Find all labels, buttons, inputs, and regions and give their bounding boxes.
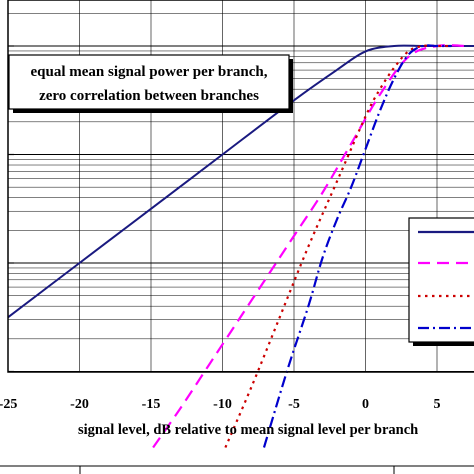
annotation-line-2: zero correlation between branches (39, 88, 259, 104)
x-tick-label: -20 (70, 397, 89, 412)
x-tick-label: 5 (434, 397, 441, 412)
series-layer (7, 44, 474, 449)
series-line-4 (262, 44, 452, 448)
annotation-line-1: equal mean signal power per branch, (31, 64, 268, 80)
plot-frame (7, 0, 474, 373)
x-axis-label: signal level, dB relative to mean signal… (78, 422, 418, 438)
legend-frame (408, 217, 474, 343)
legend (408, 217, 474, 346)
x-tick-label: -5 (288, 397, 300, 412)
series-line-1 (7, 44, 474, 319)
x-tick-labels: -25 -20 -15 -10 -5 0 5 (0, 397, 441, 412)
legend-entries (418, 230, 474, 330)
annotation-box: equal mean signal power per branch, zero… (8, 54, 293, 113)
x-tick-label: 0 (362, 397, 369, 412)
x-tick-label: -15 (142, 397, 161, 412)
annotation-frame (8, 54, 290, 110)
x-tick-label: -10 (213, 397, 232, 412)
x-tick-label: -25 (0, 397, 17, 412)
